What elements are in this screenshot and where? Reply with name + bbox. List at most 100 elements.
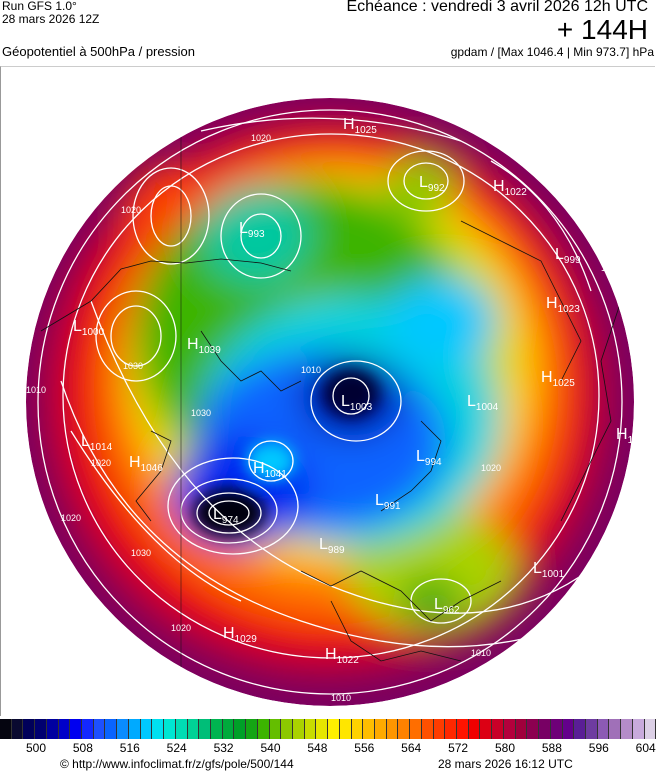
color-scale-cell [585,719,598,739]
color-scale-cell [23,719,36,739]
high-pressure-label: H1046 [129,454,163,474]
polar-map: H1025 L992 H1022 L999 H1023 H1025 H1026 L1003 L1… [26,98,651,706]
low-pressure-label: L999 [555,246,581,266]
color-scale-cell [117,719,129,739]
color-scale-cell [632,719,645,739]
color-scale-cell [35,719,47,739]
high-pressure-label: H1039 [187,336,221,356]
generated-timestamp: 28 mars 2026 16:12 UTC [438,757,573,771]
color-scale-tick: 588 [541,741,562,755]
color-scale-cell [503,719,516,739]
low-pressure-label: L1000 [73,318,105,338]
low-pressure-label: L991 [375,492,401,512]
low-pressure-label: L974 [213,506,239,526]
isobar-label: 1020 [251,133,271,143]
isobar-label: 1020 [91,458,111,468]
isobar-label: 1010 [551,158,571,168]
color-scale-cell [562,719,575,739]
color-scale-cell [468,719,481,739]
color-scale-cell [375,719,387,739]
color-scale-cell [257,719,270,739]
color-scale-cell [410,719,422,739]
low-pressure-label: L1004 [467,393,499,413]
color-scale-cell [128,719,141,739]
isobar-label: 1010 [626,533,646,543]
color-scale-cell [281,719,293,739]
color-scale-cell [199,719,211,739]
high-pressure-label: H1029 [223,625,257,645]
color-scale-tick: 524 [166,741,187,755]
color-scale-cell [363,719,375,739]
color-scale-cell [515,719,528,739]
isobar-label: 1010 [301,365,321,375]
low-pressure-label: L992 [419,174,445,194]
isobar-label: 1030 [191,408,211,418]
isobar-label: 1030 [131,548,151,558]
color-scale-cell [421,719,434,739]
color-scale-cell [105,719,118,739]
color-scale-cell [292,719,305,739]
high-pressure-label: H1041 [253,460,287,480]
high-pressure-label: H1023 [546,295,580,315]
color-scale-cell [492,719,504,739]
low-pressure-label: L962 [434,596,460,616]
color-scale-cell [480,719,493,739]
color-scale-cell [152,719,165,739]
isobar-label: 1010 [471,648,491,658]
color-scale-cell [82,719,94,739]
model-run: Run GFS 1.0° [2,0,77,13]
low-pressure-label: L1003 [341,393,373,413]
color-scale-cell [269,719,282,739]
color-scale-cell [609,719,622,739]
low-cores [193,369,379,537]
map-frame: H1025 L992 H1022 L999 H1023 H1025 H1026 L1003 L1… [0,66,655,716]
high-pressure-label: H1025 [343,116,377,136]
color-scale-tick: 516 [119,741,140,755]
color-scale-cell [58,719,71,739]
color-scale-tick: 556 [354,741,375,755]
isobar-label: 1020 [121,205,141,215]
color-scale-cell [597,719,610,739]
isobar-label: 1020 [171,623,191,633]
color-scale-cell [398,719,411,739]
color-scale-cell [46,719,59,739]
isobar-label: 1010 [141,129,161,139]
color-scale-cell [70,719,83,739]
high-pressure-label: H1022 [493,178,527,198]
color-scale [0,719,656,739]
color-scale-cell [164,719,176,739]
color-scale-cell [316,719,329,739]
high-pressure-label: H1022 [325,646,359,666]
high-pressure-label: H1025 [541,369,575,389]
color-scale-cell [328,719,340,739]
isobar-label: 1030 [123,361,143,371]
isobar-label: 1020 [481,463,501,473]
color-scale-cell [140,719,153,739]
low-pressure-label: L1001 [533,560,565,580]
low-pressure-label: L994 [416,448,442,468]
isobar-label: 1010 [26,385,46,395]
color-scale-cell [539,719,551,739]
field-title: Géopotentiel à 500hPa / pression [2,44,195,59]
color-scale-cell [433,719,446,739]
color-scale-cell [234,719,247,739]
color-scale-tick: 532 [213,741,234,755]
isobar-label: 1020 [61,513,81,523]
color-scale-tick: 540 [260,741,281,755]
isobar-label: 1010 [631,323,651,333]
isobar-label: 1010 [601,263,621,273]
color-scale-cell [304,719,317,739]
coastlines [40,98,622,701]
color-scale-cell [386,719,399,739]
low-pressure-label: L1014 [81,433,113,453]
color-scale-cell [246,719,258,739]
color-scale-tick: 604 [635,741,656,755]
color-scale-cell [621,719,633,739]
low-pressure-label: L989 [319,536,345,556]
color-scale-cell [93,719,106,739]
source-credit[interactable]: © http://www.infoclimat.fr/z/gfs/pole/50… [60,757,294,771]
color-scale-cell [351,719,364,739]
isobar-label: 1010 [331,693,351,703]
color-scale-cell [187,719,200,739]
color-scale-cell [644,719,656,739]
